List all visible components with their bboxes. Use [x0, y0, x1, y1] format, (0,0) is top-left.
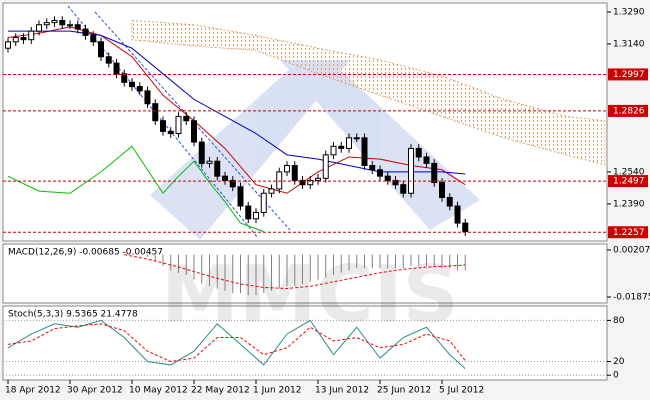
candle-body: [423, 156, 430, 164]
y-tick-label: 1.2390: [613, 199, 645, 209]
candle-body: [144, 90, 151, 105]
level-label: 1.2826: [613, 106, 645, 116]
y-tick-label: 0: [613, 371, 619, 381]
candle-body: [105, 56, 112, 64]
candle-body: [191, 120, 197, 143]
candle-body: [222, 175, 228, 181]
x-tick-label: 25 Jun 2012: [377, 386, 431, 396]
candle-body: [268, 188, 275, 194]
candle-body: [167, 130, 174, 135]
candle-body: [129, 81, 135, 88]
candle-body: [98, 41, 104, 58]
candle-body: [28, 30, 35, 41]
x-tick-label: 18 Apr 2012: [5, 386, 61, 396]
level-tag: [608, 226, 648, 239]
level-tag: [608, 175, 648, 188]
candle-body: [260, 192, 267, 213]
candle-body: [183, 115, 190, 122]
level-label: 1.2257: [613, 228, 645, 238]
candle-body: [51, 19, 58, 24]
candle-body: [12, 37, 19, 43]
candle-body: [315, 177, 321, 181]
x-tick-label: 30 Apr 2012: [67, 386, 123, 396]
candle-body: [431, 162, 438, 184]
candle-body: [322, 154, 329, 179]
candle-body: [330, 145, 337, 156]
candle-body: [214, 160, 221, 177]
candle-body: [415, 147, 422, 158]
candle-body: [121, 73, 128, 83]
candle-body: [160, 120, 166, 132]
y-tick-label: 1.3140: [613, 39, 645, 49]
candle-body: [245, 205, 252, 220]
candle-body: [43, 22, 50, 26]
candle-body: [446, 196, 453, 207]
x-tick-label: 1 Jun 2012: [253, 386, 301, 396]
candle-body: [90, 34, 97, 43]
candle-body: [291, 165, 298, 181]
candle-body: [400, 184, 407, 194]
candle-body: [136, 86, 143, 92]
candle-body: [229, 179, 236, 188]
cloud: [131, 19, 606, 166]
x-tick-label: 10 May 2012: [129, 386, 188, 396]
candle-body: [392, 179, 399, 186]
candle-body: [361, 137, 368, 167]
candle-body: [307, 179, 314, 186]
logo: [150, 60, 480, 240]
candle-body: [346, 137, 352, 149]
y-tick-label: 1.2540: [613, 167, 645, 177]
stoch-panel: [2, 305, 608, 381]
x-tick-label: 5 Jul 2012: [439, 386, 484, 396]
y-tick-label: -0.01875: [613, 293, 650, 303]
candle-body: [384, 175, 391, 181]
price-plot: [5, 16, 606, 236]
candle-body: [82, 28, 89, 36]
candle-body: [377, 169, 383, 177]
candle-body: [276, 171, 283, 190]
candle-body: [175, 115, 182, 135]
macd-panel: [2, 243, 608, 304]
candle-body: [36, 24, 42, 32]
candle-body: [113, 62, 120, 75]
candle-body: [353, 137, 360, 140]
candle-body: [67, 24, 73, 27]
y-tick-label: 80: [613, 316, 625, 326]
candle-body: [5, 41, 11, 49]
candle-body: [408, 147, 414, 194]
y-tick-label: 20: [613, 357, 625, 367]
indicator-line: [7, 145, 264, 233]
level-tag: [608, 68, 648, 81]
candle-body: [284, 165, 290, 173]
candle-body: [74, 24, 81, 30]
level-label: 1.2497: [613, 177, 645, 187]
y-tick-label: 0.00207: [613, 245, 650, 255]
macd-title: MACD(12,26,9) -0.00685 -0.00457: [8, 248, 163, 258]
candle-body: [299, 179, 306, 186]
x-tick-label: 22 May 2012: [191, 386, 250, 396]
candle-body: [253, 211, 259, 220]
candle-body: [462, 222, 469, 233]
candle-body: [59, 19, 66, 26]
level-tag: [608, 104, 648, 117]
candle-body: [338, 145, 345, 149]
stoch-line: [7, 323, 466, 363]
level-label: 1.2997: [613, 70, 645, 80]
y-tick-label: 1.3290: [613, 7, 645, 17]
signal-line: [124, 254, 466, 290]
candle-body: [369, 165, 376, 171]
candle-body: [454, 205, 461, 224]
candle-body: [237, 186, 244, 207]
candle-body: [206, 160, 213, 164]
candle-body: [439, 182, 445, 198]
x-tick-label: 13 Jun 2012: [315, 386, 369, 396]
candle-body: [152, 103, 159, 122]
candle-body: [20, 37, 27, 41]
stoch-title: Stoch(5,3,3) 9.5365 21.4778: [8, 310, 138, 320]
candle-body: [198, 141, 205, 164]
